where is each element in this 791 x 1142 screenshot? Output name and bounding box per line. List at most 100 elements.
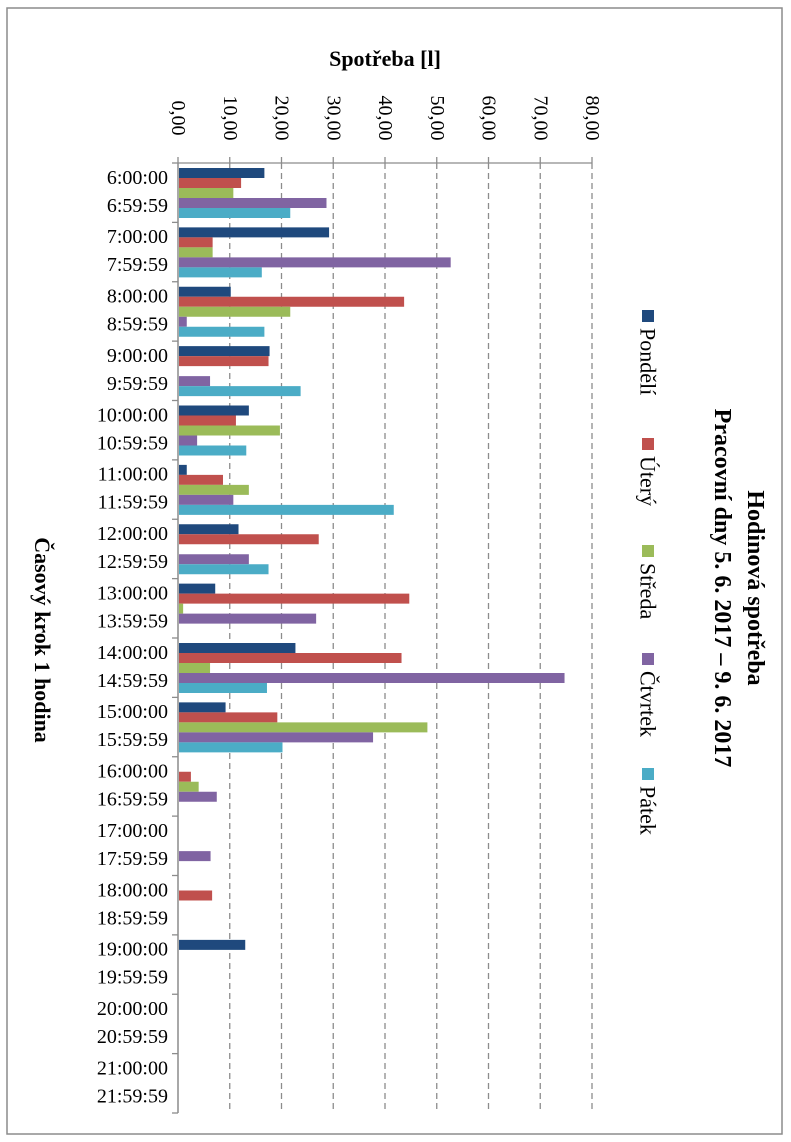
bar-pátek [179,208,291,218]
bar-čtvrtek [179,494,234,505]
bar-středa [179,484,249,495]
bar-pátek [179,564,269,575]
legend-label: Čtvrtek [636,671,661,737]
x-tick-label: 10,00 [219,96,241,141]
legend-swatch [642,545,654,557]
bar-pondělí [179,524,239,535]
bar-úterý [179,296,405,307]
bar-čtvrtek [179,257,451,268]
x-tick-label: 20,00 [271,96,293,141]
category-label: 15:00:00 [97,701,168,723]
bar-pátek [179,267,262,278]
bar-pondělí [179,286,231,297]
category-label: 10:00:00 [97,404,168,426]
bar-úterý [179,771,191,782]
legend-label: Středa [636,563,661,619]
legend-swatch [642,653,654,665]
x-tick-label: 60,00 [478,96,500,141]
bar-středa [179,425,280,436]
category-label: 11:00:00 [98,464,168,486]
bar-pondělí [179,227,330,238]
category-label: 12:00:00 [97,523,168,545]
category-label: 9:59:59 [107,373,168,395]
bar-středa [179,188,234,198]
category-label: 8:00:00 [107,286,168,308]
x-tick-label: 50,00 [426,96,448,141]
bar-pátek [179,445,247,456]
bar-čtvrtek [179,613,317,624]
category-label: 13:00:00 [97,582,168,604]
category-label: 17:00:00 [97,820,168,842]
legend-label: Úterý [636,456,661,506]
grid-layer [229,163,593,1113]
category-label: 10:59:59 [97,432,168,454]
bar-čtvrtek [179,791,217,802]
bar-pondělí [179,405,249,416]
legend: Pondělí Úterý Středa Čtvrtek Pátek [636,310,661,835]
bar-úterý [179,356,269,367]
category-label: 11:59:59 [98,492,168,514]
bar-středa [179,722,428,733]
bar-pondělí [179,643,296,653]
bar-středa [179,663,211,673]
category-label: 7:00:00 [107,226,168,248]
category-label: 18:59:59 [97,907,168,929]
category-label: 16:59:59 [97,789,168,811]
bar-čtvrtek [179,732,374,743]
bar-pondělí [179,939,246,950]
bar-pondělí [179,583,216,594]
bar-úterý [179,890,213,901]
bar-úterý [179,593,410,604]
category-label: 17:59:59 [97,848,168,870]
category-label: 18:00:00 [97,879,168,901]
category-label: 14:59:59 [97,670,168,692]
bar-pátek [179,386,301,397]
bar-čtvrtek [179,673,565,683]
bar-pondělí [179,464,187,475]
y-axis-title: Časový krok 1 hodina [30,537,55,743]
legend-swatch [642,438,654,450]
bar-úterý [179,474,223,485]
bar-úterý [179,178,242,188]
category-label: 6:59:59 [107,195,168,217]
category-label: 9:00:00 [107,345,168,367]
category-label: 19:59:59 [97,967,168,989]
x-tick-label: 40,00 [374,96,396,141]
bars-layer [179,168,565,950]
x-tick-label: 0,00 [167,101,189,136]
x-tick-label: 70,00 [529,96,551,141]
category-label: 6:00:00 [107,167,168,189]
bar-čtvrtek [179,198,327,208]
bar-čtvrtek [179,851,211,862]
bar-pondělí [179,702,226,713]
bar-pondělí [179,168,265,178]
chart-title: Hodinová spotřeba [742,490,768,685]
bar-středa [179,781,199,792]
legend-label: Pátek [636,786,661,835]
category-label: 13:59:59 [97,610,168,632]
x-axis-title: Spotřeba [l] [329,46,441,71]
category-label: 14:00:00 [97,642,168,664]
bar-úterý [179,534,319,545]
category-label: 19:00:00 [97,939,168,961]
category-label: 21:59:59 [97,1085,168,1107]
axis-layer: 0,00 10,00 20,00 30,00 40,00 50,00 60,00 70,00 8… [97,96,603,1114]
x-tick-label: 80,00 [581,96,603,141]
chart-border [6,7,783,1135]
bar-čtvrtek [179,554,249,565]
legend-swatch [642,768,654,780]
bar-pátek [179,326,265,337]
category-label: 20:00:00 [97,998,168,1020]
bar-úterý [179,415,236,426]
bar-středa [179,306,291,317]
bar-středa [179,603,184,614]
bar-úterý [179,237,213,248]
x-tick-label: 30,00 [322,96,344,141]
bar-pátek [179,742,283,753]
bar-pondělí [179,346,270,357]
category-label: 16:00:00 [97,761,168,783]
bar-pátek [179,504,394,515]
bar-středa [179,247,213,258]
